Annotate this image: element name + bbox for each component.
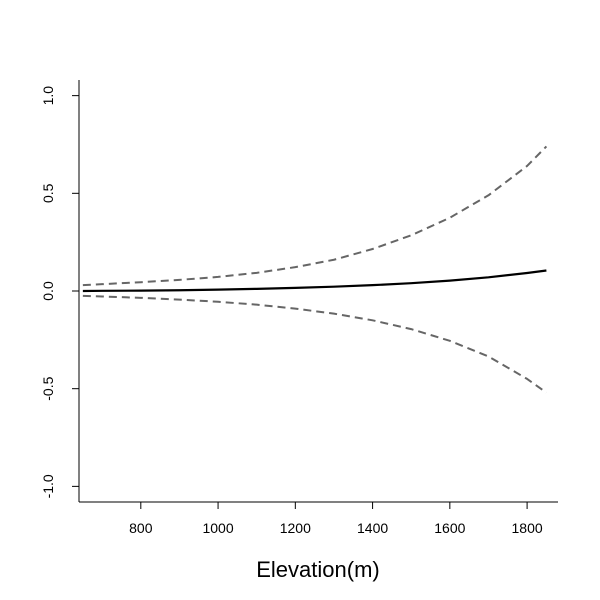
x-tick-label: 1800 [512, 520, 543, 536]
series-layer [82, 145, 548, 394]
axes: 800 1000 1200 1400 1600 1800 -1.0 -0.5 0.0 0.5 1.0 [40, 80, 558, 536]
y-tick-label: 0.0 [40, 281, 56, 301]
y-tick-label: 0.5 [40, 183, 56, 203]
x-tick-label: 1400 [357, 520, 388, 536]
x-tick-label: 1600 [434, 520, 465, 536]
confidence-band-line [82, 294, 547, 394]
fitted-line [82, 269, 547, 293]
x-axis-title: Elevation(m) [256, 557, 379, 582]
y-tick-label: -1.0 [40, 474, 56, 498]
x-tick-label: 1200 [280, 520, 311, 536]
x-tick-label: 800 [129, 520, 153, 536]
confidence-band-line [82, 145, 548, 287]
y-tick-label: 1.0 [40, 86, 56, 106]
y-tick-label: -0.5 [40, 376, 56, 400]
x-tick-label: 1000 [202, 520, 233, 536]
